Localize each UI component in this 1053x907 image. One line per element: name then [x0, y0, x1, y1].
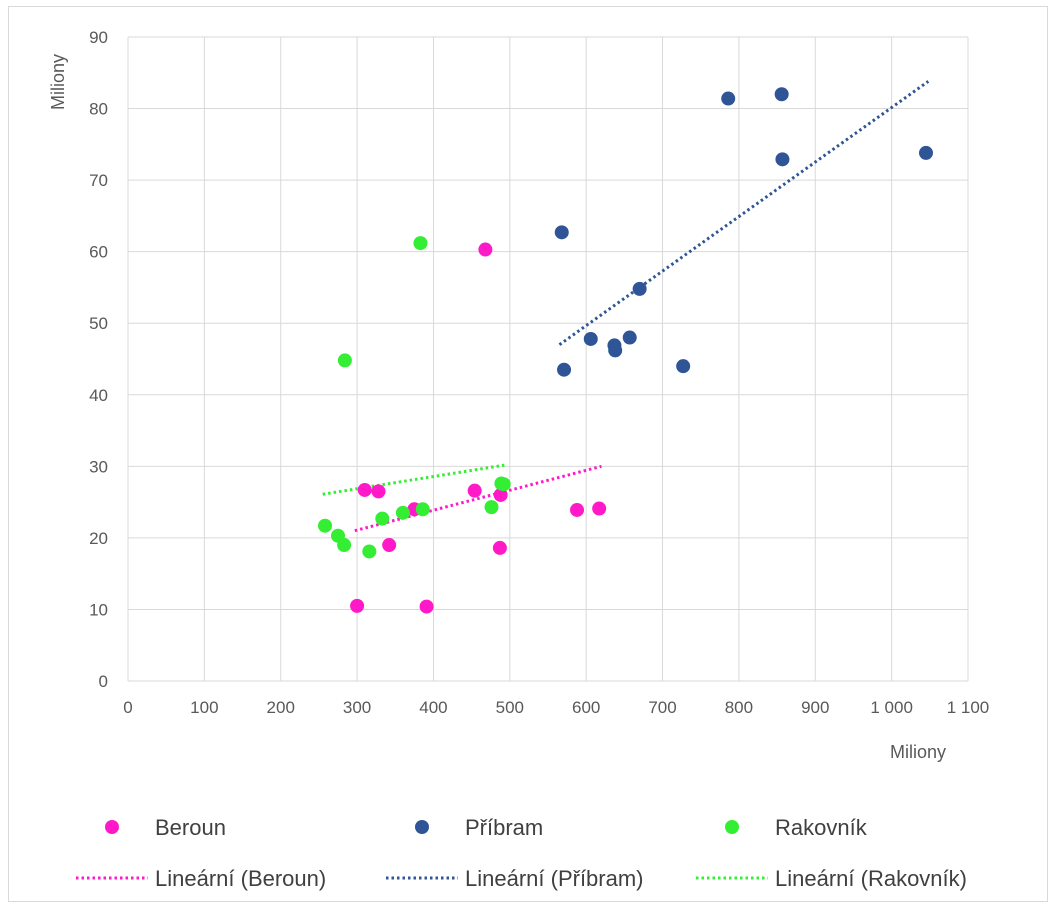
point-rakovník-1: [337, 353, 352, 368]
point-beroun-1: [371, 484, 386, 499]
y-axis-title: Miliony: [48, 54, 68, 110]
point-beroun-8: [492, 540, 507, 555]
point-příbram-5: [622, 330, 637, 345]
point-rakovník-9: [484, 500, 499, 515]
y-tick-label-30: 30: [89, 457, 108, 476]
x-tick-label-1000: 1 000: [870, 698, 913, 717]
x-tick-label-400: 400: [419, 698, 447, 717]
point-beroun-0: [357, 482, 372, 497]
point-příbram-11: [919, 145, 933, 160]
legend-marker-beroun: [105, 820, 119, 834]
data-points: [318, 87, 933, 614]
x-tick-label-0: 0: [123, 698, 132, 717]
y-tick-label-90: 90: [89, 28, 108, 47]
chart-frame: [8, 6, 1048, 902]
y-tick-label-0: 0: [99, 672, 108, 691]
legend-label-rakovník: Rakovník: [775, 815, 868, 840]
legend-trend-label-beroun: Lineární (Beroun): [155, 866, 326, 891]
trendlines: [322, 80, 930, 533]
trendline-příbram: [558, 80, 930, 346]
x-tick-label-100: 100: [190, 698, 218, 717]
point-beroun-3: [382, 538, 397, 553]
legend-label-beroun: Beroun: [155, 815, 226, 840]
legend-label-příbram: Příbram: [465, 815, 543, 840]
legend-marker-příbram: [415, 820, 429, 834]
y-tick-label-50: 50: [89, 314, 108, 333]
point-beroun-4: [350, 598, 365, 613]
point-rakovník-4: [337, 538, 352, 553]
point-rakovník-0: [413, 236, 428, 251]
x-tick-label-500: 500: [496, 698, 524, 717]
point-příbram-2: [583, 331, 598, 346]
x-tick-label-700: 700: [648, 698, 676, 717]
y-tick-label-70: 70: [89, 171, 108, 190]
x-tick-label-300: 300: [343, 698, 371, 717]
point-beroun-6: [467, 483, 482, 498]
x-tick-label-1100: 1 100: [947, 698, 990, 717]
trendline-beroun: [354, 464, 602, 533]
point-rakovník-5: [362, 544, 377, 559]
point-příbram-8: [721, 91, 736, 106]
y-tick-label-10: 10: [89, 600, 108, 619]
y-tick-label-40: 40: [89, 386, 108, 405]
grid: [127, 36, 969, 682]
point-beroun-7: [493, 487, 508, 502]
point-rakovník-11: [496, 477, 511, 492]
point-rakovník-8: [415, 502, 430, 517]
point-příbram-1: [557, 362, 572, 377]
x-tick-label-800: 800: [725, 698, 753, 717]
y-tick-label-60: 60: [89, 243, 108, 262]
point-příbram-0: [554, 225, 569, 240]
point-rakovník-2: [318, 518, 333, 533]
x-axis-title: Miliony: [890, 742, 946, 762]
point-rakovník-7: [395, 505, 410, 520]
point-příbram-9: [774, 87, 789, 102]
point-příbram-4: [608, 343, 623, 358]
legend: Beroun Příbram Rakovník Lineární (Beroun) Li…: [76, 815, 967, 891]
point-příbram-10: [775, 152, 790, 167]
legend-trend-label-příbram: Lineární (Příbram): [465, 866, 644, 891]
legend-marker-rakovník: [725, 820, 739, 834]
legend-trend-label-rakovník: Lineární (Rakovník): [775, 866, 967, 891]
y-tick-label-80: 80: [89, 100, 108, 119]
point-rakovník-6: [375, 511, 390, 526]
point-beroun-5: [419, 599, 434, 614]
point-příbram-7: [676, 359, 691, 374]
trendline-rakovník: [322, 463, 507, 496]
point-beroun-10: [592, 501, 607, 516]
x-tick-label-600: 600: [572, 698, 600, 717]
x-tick-label-200: 200: [267, 698, 295, 717]
x-tick-label-900: 900: [801, 698, 829, 717]
y-tick-label-20: 20: [89, 529, 108, 548]
point-beroun-11: [478, 242, 493, 257]
point-beroun-9: [570, 502, 585, 517]
point-příbram-6: [632, 281, 647, 296]
